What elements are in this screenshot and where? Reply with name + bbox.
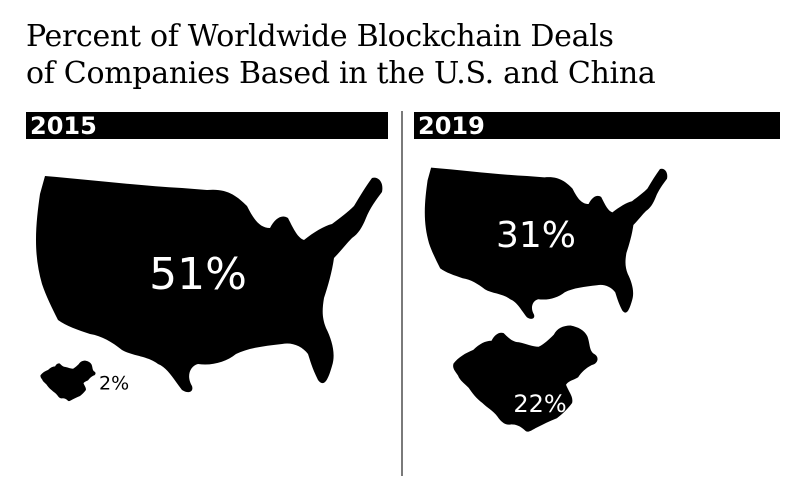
usa-value-label-2019: 31% [496,215,576,256]
panel-header-2019: 2019 [414,112,780,139]
year-label-2019: 2019 [418,112,485,140]
title-line-1: Percent of Worldwide Blockchain Deals [26,19,614,54]
china-value-label-2015: 2% [99,373,129,395]
panel-header-2015: 2015 [26,112,388,139]
chart-title: Percent of Worldwide Blockchain Deals of… [26,18,786,92]
panel-divider [401,111,403,476]
china-map-2015 [40,360,96,402]
china-value-label-2019: 22% [513,390,566,418]
usa-value-label-2015: 51% [149,249,247,300]
title-line-2: of Companies Based in the U.S. and China [26,56,656,91]
year-label-2015: 2015 [30,112,97,140]
